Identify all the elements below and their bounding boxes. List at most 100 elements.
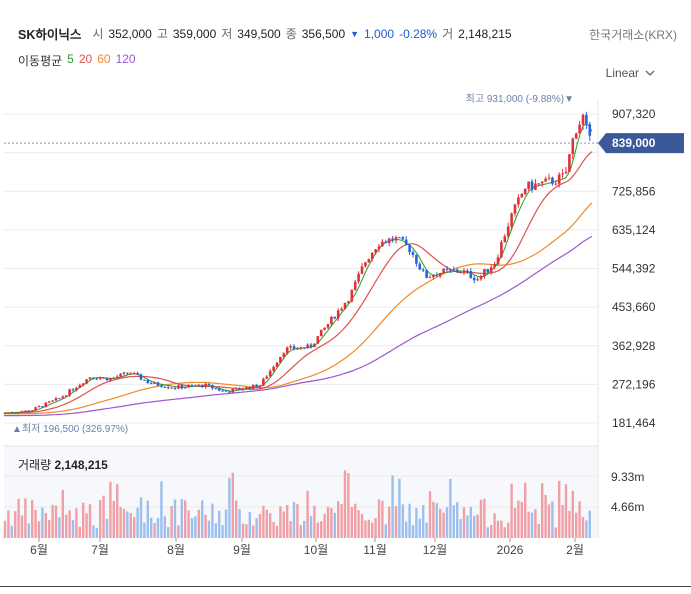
volume-bar [231, 472, 234, 538]
volume-bar [507, 522, 510, 538]
volume-bar [275, 525, 279, 538]
volume-bar [269, 513, 272, 538]
moving-average-legend: 이동평균 5 20 60 120 [18, 52, 136, 69]
x-tick-label: 2월 [566, 543, 584, 557]
ma-120[interactable]: 120 [115, 52, 136, 66]
exchange-label: 한국거래소(KRX) [589, 28, 677, 42]
candle-body [190, 385, 194, 387]
candle-body [336, 310, 340, 319]
close-label: 종 [285, 27, 297, 41]
volume-bar [58, 517, 61, 538]
volume-bar [48, 520, 51, 538]
volume-bar [530, 512, 534, 538]
candle-body [466, 270, 469, 272]
volume-bar [292, 501, 296, 538]
x-tick-label: 8월 [167, 543, 185, 557]
x-tick-label: 2026 [497, 543, 524, 557]
candle-body [228, 391, 231, 393]
candle-body [187, 385, 190, 388]
candle-body [221, 390, 224, 392]
candle-body [44, 402, 48, 407]
volume-bar [112, 501, 115, 538]
volume-bar [221, 525, 224, 538]
volume-bar [129, 512, 132, 538]
volume-bar [228, 477, 231, 538]
volume-bar [483, 498, 486, 538]
current-price-label: 839,000 [612, 136, 656, 150]
volume-bar [452, 505, 455, 538]
candle-body [68, 389, 71, 396]
volume-panel-value: 2,148,215 [54, 458, 108, 472]
candle-body [292, 346, 296, 349]
scale-dropdown[interactable]: Linear [606, 66, 655, 80]
volume-bar [54, 505, 58, 538]
candle-body [445, 268, 449, 270]
volume-bar [303, 520, 306, 538]
candle-body [442, 268, 445, 274]
volume-bar [265, 509, 268, 538]
candle-body [170, 387, 173, 389]
volume-bar [156, 518, 160, 538]
candle-body [136, 373, 139, 375]
volume-bar [347, 473, 350, 538]
volume-bar [377, 499, 381, 538]
candle-body [493, 264, 496, 268]
volume-panel-label: 거래량 2,148,215 [18, 456, 108, 473]
candle-body [275, 362, 279, 367]
candle-body [367, 259, 371, 263]
volume-bar [201, 500, 204, 538]
ma-20[interactable]: 20 [78, 52, 93, 66]
volume-bar [561, 504, 564, 538]
candle-body [173, 387, 177, 389]
volume-bar [78, 526, 81, 538]
low-label: 저 [221, 27, 233, 41]
candle-body [27, 410, 31, 412]
candle-body [64, 395, 68, 397]
candle-body [71, 389, 75, 391]
change-value: 1,000 [364, 26, 395, 41]
volume-bar [364, 520, 367, 538]
volume-bar [350, 506, 353, 538]
candle-body [398, 237, 401, 239]
ma-60[interactable]: 60 [97, 52, 111, 66]
candle-body [160, 385, 163, 387]
volume-bar [99, 500, 102, 538]
volume-bar [109, 481, 112, 538]
candle-body [523, 188, 527, 194]
volume-bar [398, 478, 401, 538]
candle-body [58, 398, 61, 400]
volume-bar [500, 520, 503, 538]
volume-bar [391, 475, 394, 538]
y-tick-label: 362,928 [612, 339, 656, 353]
candle-body [333, 316, 337, 319]
candle-body [132, 373, 136, 375]
volume-bar [551, 501, 554, 538]
candle-body [302, 347, 306, 349]
volume-bar [279, 506, 282, 538]
candle-body [537, 183, 541, 185]
candle-body [268, 370, 272, 377]
candle-body [330, 316, 333, 325]
volume-bar [71, 520, 75, 538]
candle-body [153, 382, 156, 384]
candle-body [435, 275, 439, 277]
volume-bar [126, 511, 129, 538]
volume-bar [517, 500, 520, 538]
ma-5[interactable]: 5 [67, 52, 74, 66]
candle-body [510, 213, 513, 227]
volume-bar [194, 516, 197, 538]
candle-body [177, 385, 180, 389]
candle-body [279, 356, 282, 363]
volume-bar [313, 505, 316, 538]
volume-bar [258, 514, 262, 538]
volume-bar [357, 510, 360, 538]
y-tick-label: 272,196 [612, 377, 656, 391]
volume-bar [167, 527, 170, 538]
candle-body [391, 238, 394, 241]
candle-body [211, 385, 214, 389]
candle-body [289, 346, 292, 348]
candle-body [421, 269, 425, 271]
candle-body [408, 244, 411, 253]
candle-body [122, 372, 126, 374]
